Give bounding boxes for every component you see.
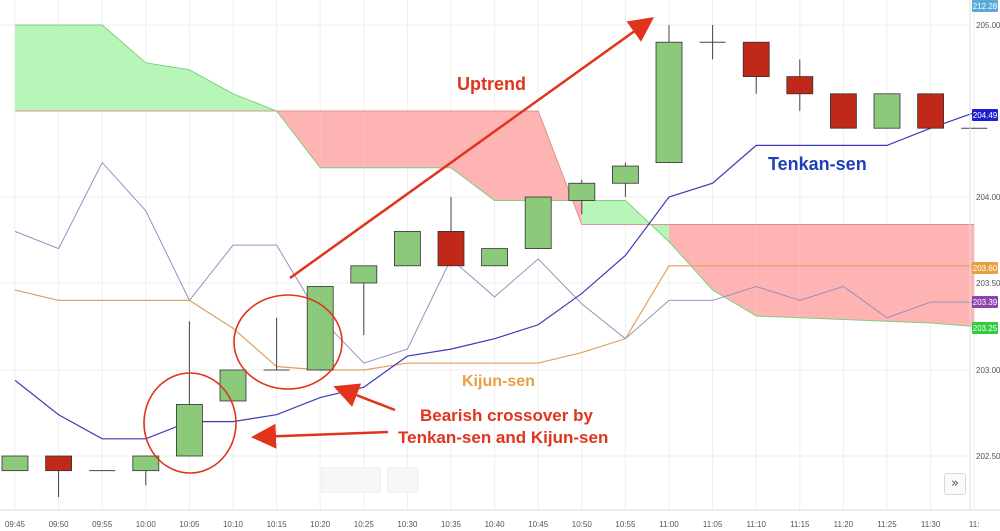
cloud-segment [930,224,975,327]
candle-body [393,230,421,267]
x-tick-label: 11:10 [746,520,766,529]
cloud-segment [102,25,146,111]
price-badge-label: 203.39 [973,298,998,307]
x-tick-label: 11:05 [703,520,723,529]
cloud-segment [363,111,408,168]
candle-body [655,41,683,164]
scroll-right-button[interactable]: » [944,473,966,495]
price-badge-label: 203.25 [973,324,998,333]
candle-body [873,93,901,129]
y-tick-label: 203.00 [976,366,1000,375]
bearish-arrow-2 [251,423,389,449]
x-tick-label: 10:55 [615,520,636,529]
x-tick-label: 10:30 [397,520,418,529]
candle-body [786,76,814,95]
tenkan-sen-line [14,112,975,440]
candle-body [917,93,944,129]
tenkan-label: Tenkan-sen [768,154,867,174]
candle-body [830,93,857,129]
candle-body [568,182,596,201]
x-tick-label: 11:15 [790,520,810,529]
cloud-segment [887,224,931,324]
x-tick-label: 10:05 [179,520,200,529]
cloud-segment [756,224,800,318]
cloud-segment [669,224,713,290]
cloud-segment [712,224,757,317]
x-tick-label: 10:00 [136,520,157,529]
cloud-segment [799,224,844,320]
price-badge [972,0,998,12]
cloud-segment [451,111,495,201]
candle-body [1,455,29,472]
candle-body [481,248,509,267]
x-tick-label: 10:35 [441,520,462,529]
x-tick-label: 10:50 [572,520,593,529]
x-tick-label: 10:25 [354,520,375,529]
x-tick-label: 11:00 [659,520,679,529]
cloud-segment [581,200,626,225]
x-tick-label: 11:20 [834,520,854,529]
x-tick-label: 10:10 [223,520,244,529]
crossover-circle-2 [233,294,343,390]
cloud-segment [15,25,59,111]
candle-body [132,455,160,472]
candle-body [175,403,203,457]
cloud-segment [320,111,364,168]
kijun-sen-line [14,265,975,371]
x-tick-label: 09:50 [49,520,70,529]
price-badge [972,296,998,308]
x-tick-label: 09:55 [92,520,113,529]
x-tick-label: 11:25 [877,520,897,529]
cloud-segment [843,224,887,322]
x-tick-label: 11:30 [921,520,941,529]
y-tick-label: 202.50 [976,452,1000,461]
toolbar-placeholder-2 [387,467,419,493]
x-tick-label: 10:40 [485,520,506,529]
candle-body [219,369,247,402]
uptrend-label: Uptrend [457,74,526,94]
y-tick-label: 204.00 [976,193,1000,202]
x-tick-label: 11: [969,520,980,529]
candle-body [45,455,72,472]
senkou-span-b-line [15,110,975,226]
candle-body [437,230,465,267]
candle-body [350,265,378,284]
bearish-label-line2: Tenkan-sen and Kijun-sen [398,428,608,447]
x-tick-label: 10:45 [528,520,549,529]
price-badge [972,109,998,121]
kijun-label: Kijun-sen [462,373,535,390]
price-badge-label: 204.49 [973,111,998,120]
price-badge-label: 203.60 [973,264,998,273]
cloud-segment [189,69,233,111]
candle-body [742,41,770,78]
price-badge [972,322,998,334]
x-tick-label: 09:45 [5,520,26,529]
uptrend-arrow [289,17,655,280]
cloud-segment [145,62,190,111]
toolbar-placeholder-1 [321,467,381,493]
candle-body [524,196,552,249]
candle-body [612,165,639,184]
x-tick-label: 10:20 [310,520,331,529]
bearish-label-line1: Bearish crossover by [420,406,593,425]
crossover-circle-1 [143,372,237,474]
x-tick-label: 10:15 [267,520,288,529]
cloud-segment [407,111,451,168]
chikou-span-line [14,161,975,364]
cloud-segment [58,25,103,111]
y-tick-label: 203.50 [976,279,1000,288]
bearish-arrow-1 [333,383,396,412]
cloud-segment [494,111,539,201]
y-tick-label: 205.00 [976,21,1000,30]
price-badge [972,262,998,274]
senkou-span-a-line [15,24,975,327]
price-badge-label: 212.28 [973,2,998,11]
